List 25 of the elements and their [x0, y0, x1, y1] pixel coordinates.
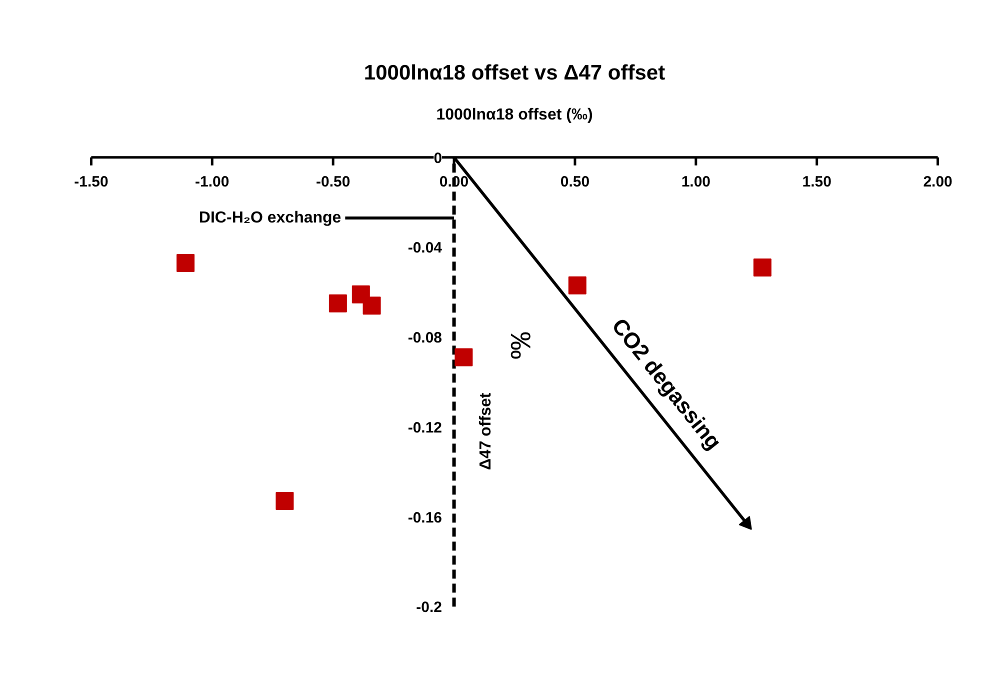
point	[454, 348, 473, 366]
y-tick-label: 0	[434, 150, 442, 167]
x-tick-label: 1.00	[681, 173, 711, 190]
x-axis-title: 1000lnα18 offset (‰)	[436, 106, 593, 124]
y-tick-label: -0.12	[408, 419, 442, 436]
x-tick-label: -0.50	[316, 173, 350, 190]
point	[362, 296, 381, 315]
point	[176, 254, 195, 272]
point	[328, 294, 347, 312]
point	[753, 258, 772, 276]
y-tick-label: -0.2	[416, 599, 442, 616]
x-tick-label: -1.50	[74, 173, 108, 190]
point	[568, 276, 586, 294]
y-tick-label: -0.04	[408, 240, 443, 257]
y-tick-label: -0.08	[408, 330, 442, 347]
x-tick-label: -1.00	[195, 173, 230, 190]
point	[276, 492, 294, 510]
y-axis-title: Δ47 offset	[478, 392, 495, 470]
x-tick-label: 1.50	[802, 173, 832, 190]
y-tick-label: -0.16	[408, 509, 442, 526]
x-tick-label: 2.00	[923, 173, 952, 190]
x-tick-label: 0.50	[560, 173, 590, 190]
annotation: ‰	[505, 332, 536, 360]
chart-title: 1000lnα18 offset vs Δ47 offset	[364, 62, 666, 84]
annotation: DIC-H₂O exchange	[198, 210, 342, 227]
